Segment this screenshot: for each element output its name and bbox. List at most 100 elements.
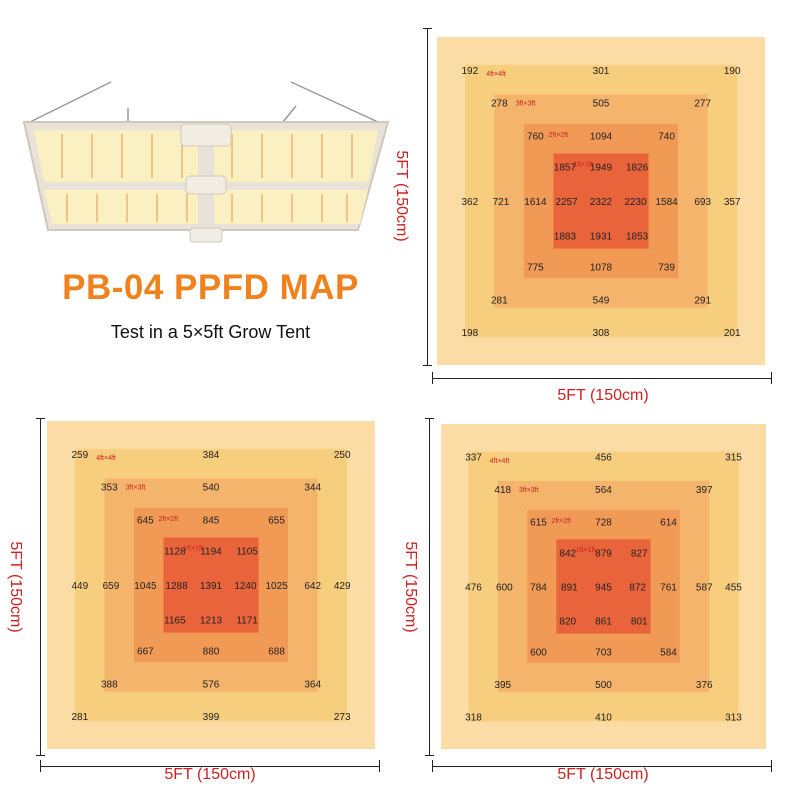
ppfd-value: 476 [465, 583, 482, 594]
ppfd-value: 250 [334, 450, 351, 461]
ppfd-value: 801 [631, 617, 648, 628]
ppfd-value: 564 [595, 485, 612, 496]
ppfd-value: 820 [559, 617, 576, 628]
x-axis-label-3: 5FT (150cm) [557, 766, 649, 783]
ppfd-value: 1171 [236, 615, 258, 626]
ppfd-value: 388 [101, 679, 118, 690]
ppfd-value: 614 [660, 518, 677, 529]
ppfd-value: 1584 [655, 197, 678, 208]
ppfd-value: 584 [660, 648, 677, 659]
ppfd-heatmap-svg: 4ft×4ft 3ft×3ft 2ft×2ft 1ft×1ft 337 456 315 418… [441, 424, 766, 749]
ppfd-value: 587 [696, 583, 713, 594]
x-axis-label-1: 5FT (150cm) [557, 387, 649, 404]
ppfd-value: 540 [203, 483, 220, 494]
y-dimension-3 [425, 418, 435, 756]
ppfd-value: 576 [203, 679, 220, 690]
ppfd-value: 549 [593, 295, 610, 306]
ppfd-value: 1853 [626, 231, 649, 242]
ppfd-value: 308 [593, 328, 610, 339]
y-axis-label-1: 5FT (150cm) [393, 150, 410, 242]
ppfd-value: 313 [725, 713, 742, 724]
ppfd-value: 278 [491, 99, 508, 110]
ppfd-value: 1949 [590, 163, 613, 174]
ppfd-value: 429 [334, 581, 351, 592]
ppfd-value: 642 [304, 581, 321, 592]
ppfd-value: 659 [103, 581, 120, 592]
ppfd-value: 1213 [200, 615, 223, 626]
ppfd-value: 728 [595, 518, 612, 529]
ppfd-value: 1857 [554, 163, 577, 174]
x-dimension-3 [432, 760, 772, 772]
ppfd-value: 291 [694, 295, 711, 306]
ppfd-value: 376 [696, 680, 713, 691]
zone-z1 [553, 153, 649, 249]
ppfd-value: 395 [494, 680, 511, 691]
ppfd-value: 1614 [524, 197, 547, 208]
ppfd-value: 201 [724, 328, 741, 339]
ppfd-value: 1288 [165, 581, 188, 592]
ppfd-value: 397 [696, 485, 713, 496]
ppfd-value: 945 [595, 583, 612, 594]
ppfd-value: 1883 [554, 231, 577, 242]
y-dimension-2 [36, 418, 46, 756]
zone-label-z1: 1ft×1ft [573, 161, 593, 168]
ppfd-value: 198 [461, 328, 478, 339]
zone-label-z4: 4ft×4ft [490, 458, 510, 465]
zone-label-z3: 3ft×3ft [126, 485, 146, 492]
y-dimension-1 [423, 28, 433, 366]
ppfd-value: 1094 [590, 131, 613, 142]
ppfd-value: 318 [465, 713, 482, 724]
ppfd-value: 281 [491, 295, 508, 306]
ppfd-value: 418 [494, 485, 511, 496]
ppfd-value: 688 [268, 647, 285, 658]
ppfd-value: 879 [595, 548, 612, 559]
ppfd-value: 190 [724, 66, 741, 77]
ppfd-value: 1045 [134, 581, 157, 592]
ppfd-value: 760 [527, 131, 544, 142]
ppfd-value: 600 [496, 583, 513, 594]
ppfd-value: 615 [530, 518, 547, 529]
ppfd-value: 761 [660, 583, 677, 594]
zone-label-z3: 3ft×3ft [516, 101, 536, 108]
ppfd-value: 667 [137, 647, 154, 658]
y-axis-label-2: 5FT (150cm) [7, 541, 24, 633]
ppfd-value: 2322 [590, 197, 613, 208]
zone-label-z3: 3ft×3ft [519, 487, 539, 494]
ppfd-value: 399 [203, 712, 220, 723]
ppfd-value: 775 [527, 263, 544, 274]
y-axis-label-3: 5FT (150cm) [402, 541, 419, 633]
ppfd-value: 600 [530, 648, 547, 659]
ppfd-value: 827 [631, 548, 648, 559]
ppfd-value: 362 [461, 197, 478, 208]
ppfd-heatmap-svg: 4ft×4ft 3ft×3ft 2ft×2ft 1ft×1ft 259 384 250 353… [47, 421, 375, 749]
zone-label-z2: 2ft×2ft [159, 516, 179, 523]
zone-label-z1: 1ft×1ft [183, 545, 203, 552]
ppfd-value: 273 [334, 712, 351, 723]
ppfd-value: 1128 [164, 547, 186, 558]
ppfd-value: 693 [694, 197, 711, 208]
ppfd-value: 2230 [624, 197, 647, 208]
ppfd-value: 872 [629, 583, 646, 594]
ppfd-value: 1025 [265, 581, 288, 592]
ppfd-value: 384 [203, 450, 220, 461]
ppfd-value: 353 [101, 483, 118, 494]
ppfd-map-2: 4ft×4ft 3ft×3ft 2ft×2ft 1ft×1ft 259 384 250 353… [47, 421, 375, 749]
ppfd-value: 500 [595, 680, 612, 691]
ppfd-value: 410 [595, 713, 612, 724]
ppfd-value: 1391 [200, 581, 223, 592]
ppfd-value: 1105 [236, 547, 258, 558]
ppfd-value: 1931 [590, 231, 613, 242]
zone-label-z2: 2ft×2ft [551, 518, 571, 525]
ppfd-value: 880 [203, 647, 220, 658]
zone-label-z2: 2ft×2ft [549, 132, 569, 139]
ppfd-heatmap-svg: 4ft×4ft 3ft×3ft 2ft×2ft 1ft×1ft 192 301 190 278… [437, 37, 765, 365]
ppfd-value: 1240 [234, 581, 257, 592]
zone-z1 [163, 537, 259, 633]
zone-label-z4: 4ft×4ft [486, 71, 506, 78]
ppfd-value: 739 [658, 263, 675, 274]
ppfd-value: 344 [304, 483, 321, 494]
ppfd-value: 277 [694, 99, 711, 110]
ppfd-value: 703 [595, 648, 612, 659]
ppfd-value: 861 [595, 617, 612, 628]
ppfd-value: 1165 [164, 615, 186, 626]
